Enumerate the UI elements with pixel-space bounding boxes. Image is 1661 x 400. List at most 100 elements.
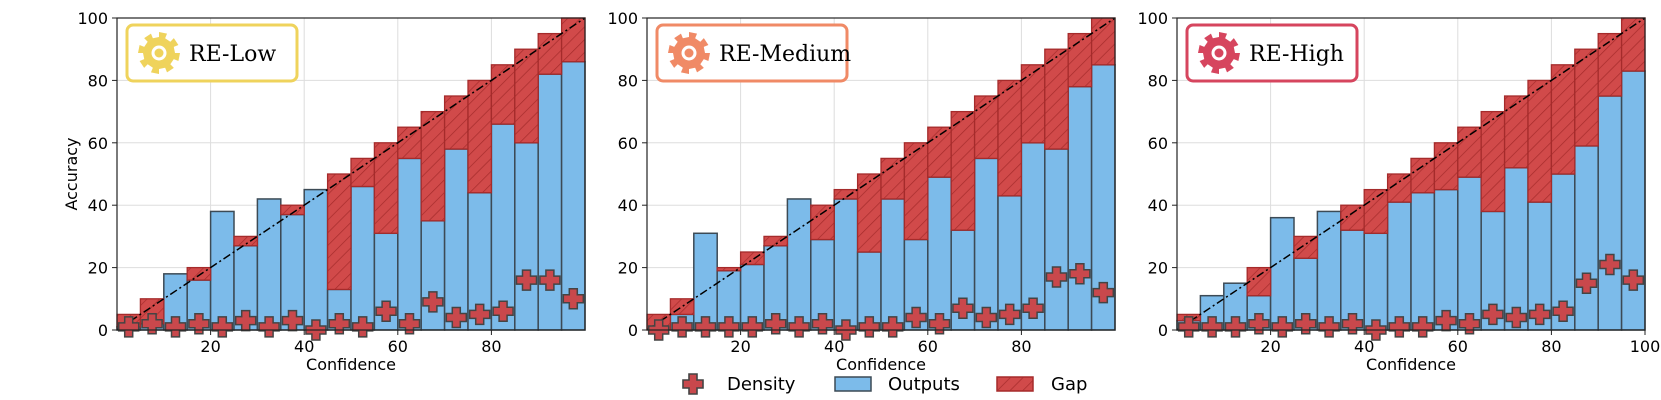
- x-tick-label: 100: [1630, 337, 1661, 356]
- gap-bar: [1527, 79, 1553, 203]
- gap-bar: [1550, 64, 1576, 175]
- y-tick-label: 80: [1148, 71, 1168, 90]
- gap-bar: [467, 79, 493, 194]
- gap-bar: [716, 266, 742, 272]
- badge-re-high: RE-High: [1185, 23, 1359, 83]
- y-tick-label: 60: [88, 134, 108, 153]
- x-tick-label: 80: [481, 337, 501, 356]
- gap-bar: [1293, 235, 1319, 259]
- gap-bar: [420, 110, 446, 222]
- y-tick-label: 0: [1158, 321, 1168, 340]
- badge-label: RE-Low: [189, 42, 276, 67]
- badge-re-low: RE-Low: [125, 23, 299, 83]
- y-tick-label: 100: [77, 9, 108, 28]
- badge-label: RE-Medium: [719, 42, 851, 67]
- gear-center: [684, 48, 694, 58]
- y-tick-label: 100: [1137, 9, 1168, 28]
- x-tick-label: 40: [824, 337, 844, 356]
- gap-bar: [880, 157, 906, 200]
- gap-bar: [490, 64, 516, 125]
- gap-bar: [810, 204, 835, 241]
- outputs-bar: [973, 157, 999, 331]
- gap-bar: [927, 126, 952, 178]
- outputs-bar: [490, 123, 516, 331]
- y-tick-label: 60: [1148, 134, 1168, 153]
- x-tick-label: 40: [1354, 337, 1374, 356]
- density-marker: [1599, 253, 1621, 276]
- density-marker: [258, 316, 280, 338]
- y-tick-label: 20: [1148, 259, 1168, 278]
- outputs-bar: [1386, 201, 1412, 331]
- gap-swatch: [996, 376, 1034, 392]
- density-marker: [1458, 313, 1481, 335]
- density-marker: [718, 316, 740, 338]
- density-marker: [117, 316, 140, 338]
- x-tick-label: 60: [388, 337, 408, 356]
- gap-bar: [763, 235, 789, 247]
- density-marker: [952, 297, 974, 319]
- outputs-bar: [1410, 191, 1436, 331]
- gap-bar: [514, 48, 539, 144]
- gap-bar: [739, 251, 765, 266]
- gap-bar: [1410, 157, 1436, 194]
- density-marker: [1092, 281, 1115, 304]
- x-axis-title: Confidence: [1366, 355, 1456, 374]
- x-tick-label: 60: [918, 337, 938, 356]
- outputs-bar: [880, 198, 906, 331]
- outputs-bar: [443, 148, 469, 331]
- perfect-calibration-line: [1176, 17, 1646, 331]
- badge-frame: [655, 23, 849, 83]
- legend-label-gap: Gap: [1051, 374, 1087, 395]
- outputs-bar: [786, 198, 812, 331]
- density-marker: [671, 316, 693, 338]
- gap-bar: [560, 17, 586, 63]
- y-tick-label: 60: [618, 134, 638, 153]
- density-marker: [1411, 316, 1434, 338]
- outputs-bar: [1269, 216, 1295, 331]
- y-tick-label: 0: [98, 321, 108, 340]
- x-tick-label: 80: [1541, 337, 1561, 356]
- y-tick-label: 20: [618, 259, 638, 278]
- legend-label-density: Density: [727, 374, 796, 395]
- y-tick-label: 40: [1148, 196, 1168, 215]
- density-marker: [328, 313, 351, 335]
- density-marker: [1575, 272, 1598, 294]
- x-tick-label: 60: [1448, 337, 1468, 356]
- x-axis-title: Confidence: [836, 355, 926, 374]
- density-marker: [375, 300, 397, 323]
- gap-bar: [350, 157, 376, 188]
- density-marker: [788, 316, 810, 338]
- gap-bar: [1363, 188, 1389, 234]
- gap-bar: [1574, 48, 1599, 147]
- density-marker: [1045, 266, 1068, 288]
- density-marker: [445, 306, 468, 329]
- gap-bars: [1176, 17, 1646, 322]
- outputs-bar: [1363, 232, 1389, 331]
- density-marker: [1318, 316, 1340, 338]
- outputs-bar: [256, 198, 282, 331]
- legend-label-outputs: Outputs: [888, 374, 960, 395]
- density-marker: [1271, 316, 1294, 338]
- outputs-bar: [350, 185, 376, 331]
- density-marker: [1341, 313, 1364, 335]
- density-marker: [1069, 263, 1091, 285]
- gap-bar: [1067, 32, 1093, 88]
- outputs-bar: [1620, 70, 1646, 331]
- density-marker: [1201, 316, 1223, 338]
- gap-bar: [537, 32, 563, 75]
- gap-bar: [326, 173, 352, 291]
- density-marker: [1248, 313, 1270, 335]
- plot-frame: [1176, 17, 1646, 331]
- density-marker: [211, 316, 234, 338]
- density-marker: [1505, 306, 1528, 329]
- outputs-bar: [514, 142, 539, 331]
- y-axis: 0 20 40 60 80 100: [77, 9, 117, 340]
- outputs-bars: [1176, 70, 1646, 331]
- x-axis-title: Confidence: [306, 355, 396, 374]
- x-tick-label: 20: [200, 337, 220, 356]
- density-marker: [905, 306, 927, 329]
- gap-bar: [997, 79, 1023, 197]
- x-tick-label: 40: [294, 337, 314, 356]
- outputs-bar: [537, 73, 563, 331]
- outputs-bar: [1457, 176, 1482, 331]
